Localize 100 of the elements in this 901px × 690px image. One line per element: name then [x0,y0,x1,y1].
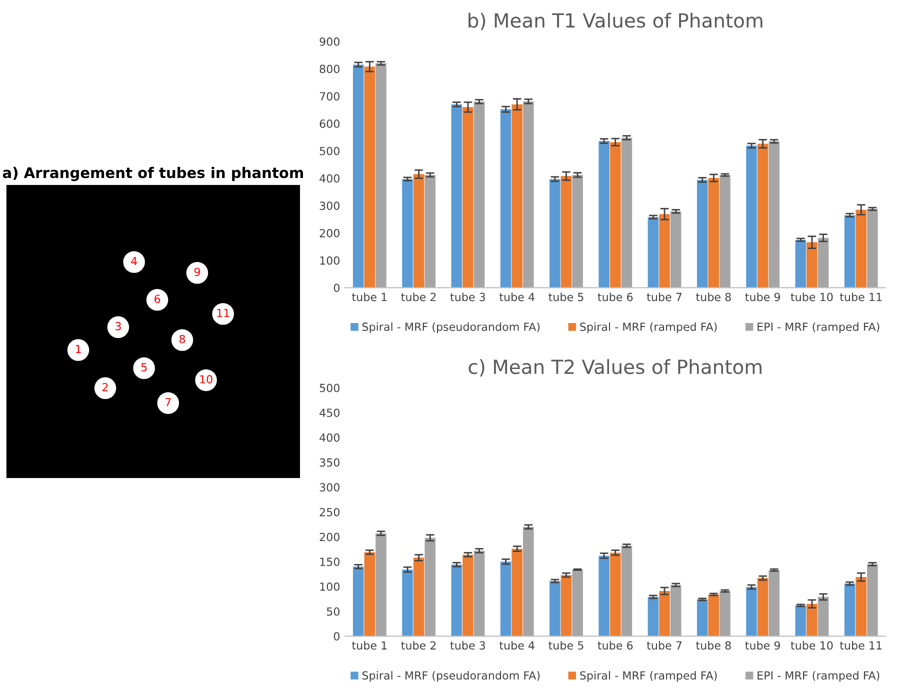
y-tick-label: 500 [320,146,340,156]
bar [696,599,708,636]
bar [500,562,512,636]
bar [352,64,364,288]
bar [413,558,424,636]
text: 7 [166,398,171,406]
y-tick-label: 900 [320,37,340,46]
chart-title: b) Mean T1 Values of Phantom [468,12,762,30]
legend-label: EPI - MRF (ramped FA) [758,671,880,682]
bar [550,179,560,288]
bar [768,141,780,288]
bar [424,538,436,636]
legend-label: Spiral - MRF (ramped FA) [580,671,717,682]
legend-label: EPI - MRF (ramped FA) [758,322,880,334]
text: 9 [194,268,200,276]
text: 10 [200,375,212,384]
legend-label: Spiral - MRF (ramped FA) [580,322,717,334]
chart-title: c) Mean T2 Values of Phantom [468,359,762,376]
bar [560,176,572,288]
legend-label: Spiral - MRF (pseudorandom FA) [362,322,540,334]
bar [648,596,659,636]
bar [512,548,522,636]
bar [462,107,474,288]
bar [352,566,364,636]
bar [462,554,474,636]
bar [364,66,376,288]
bar [806,604,818,636]
bar [572,174,583,288]
x-tick-label: tube 10 [790,292,833,302]
y-tick-label: 700 [320,92,340,101]
bar [621,546,632,636]
text: 1 [76,344,81,354]
bar [550,581,560,636]
text: 11 [217,308,230,318]
bar [522,526,534,636]
bar [708,178,720,288]
y-tick-label: 800 [320,64,340,74]
bar [402,570,413,636]
bar [413,174,424,288]
y-tick-label: 0 [334,632,340,641]
bar [746,586,757,636]
x-tick-label: tube 8 [696,641,731,650]
text: 8 [179,334,186,344]
bar [598,556,610,636]
text: 6 [154,294,160,304]
bar [708,594,720,636]
text: 3 [116,322,121,330]
x-tick-label: tube 1 [352,292,387,302]
y-tick-label: 600 [320,119,340,128]
y-tick-label: 500 [320,384,340,392]
text: 2 [102,382,108,392]
bar [856,577,867,636]
bar [795,240,806,288]
bar [720,174,730,288]
x-tick-label: tube 11 [840,292,882,302]
bar [757,578,768,636]
x-tick-label: tube 5 [548,292,584,302]
bar [522,101,534,288]
bar [364,552,376,636]
x-tick-label: tube 10 [790,641,833,650]
x-tick-label: tube 9 [745,641,780,650]
bar [659,214,670,288]
x-tick-label: tube 8 [696,292,731,302]
x-tick-label: tube 7 [646,641,682,650]
legend-label: Spiral - MRF (pseudorandom FA) [362,671,540,682]
bar [451,564,462,636]
x-tick-label: tube 9 [745,292,780,302]
x-tick-label: tube 4 [499,641,534,650]
bar [806,242,818,288]
bar [696,180,708,288]
y-tick-label: 400 [320,433,340,442]
bar [856,210,867,288]
bar [818,596,829,636]
text: a) Arrangement of tubes in phantom [2,166,303,182]
bar [746,146,757,288]
bar [867,208,878,288]
bar [376,63,386,288]
x-tick-label: tube 6 [598,292,633,302]
bar [621,138,632,288]
bar [844,215,856,288]
bar [598,141,610,288]
bar [474,102,485,288]
bar [844,584,856,636]
bar [500,109,512,288]
y-tick-label: 200 [320,532,340,542]
x-tick-label: tube 1 [352,641,387,650]
x-tick-label: tube 2 [401,641,436,650]
y-tick-label: 250 [320,508,340,516]
bar [572,570,583,636]
bar [376,533,386,636]
y-tick-label: 100 [320,582,340,591]
bar [670,211,682,288]
text: 4 [131,257,137,266]
x-tick-label: tube 5 [548,641,584,650]
bar [474,550,485,636]
y-tick-label: 300 [320,483,340,492]
x-tick-label: tube 3 [450,641,485,650]
text: 5 [141,363,147,372]
bar [795,605,806,636]
bar [402,179,413,288]
